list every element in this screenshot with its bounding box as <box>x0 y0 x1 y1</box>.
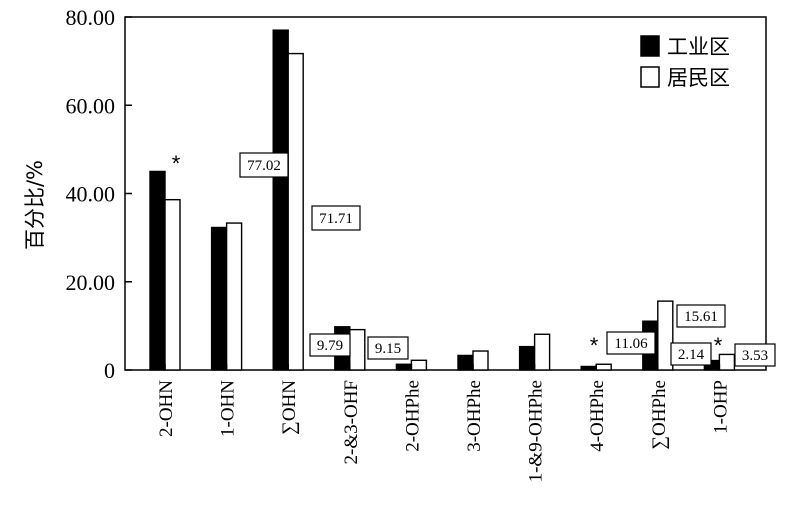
x-axis-labels: 2-OHN 1-OHN ∑OHN 2-&3-OHF 2-OHPhe 3-OHPhe 1-&9… <box>156 364 731 482</box>
bar-industrial-4 <box>395 363 413 371</box>
bars <box>149 29 736 371</box>
legend-swatch-industrial <box>640 35 660 57</box>
bar-residential-7 <box>595 363 612 371</box>
x-category-label: ∑OHN <box>279 380 300 435</box>
y-axis-ticks: 0 20.00 40.00 60.00 80.00 <box>66 5 132 383</box>
legend-label-industrial: 工业区 <box>667 35 730 59</box>
data-label: 71.71 <box>319 211 353 227</box>
y-tick-label: 40.00 <box>66 182 116 207</box>
bar-residential-1 <box>225 222 243 371</box>
data-label-box <box>676 304 726 328</box>
y-axis-label: 百分比/% <box>23 160 47 250</box>
x-category-label: 2-&3-OHF <box>341 380 362 464</box>
data-label: 11.06 <box>614 336 648 352</box>
bar-industrial-7 <box>580 365 597 371</box>
data-label: 2.14 <box>678 347 705 363</box>
x-category-label: 3-OHPhe <box>464 380 485 452</box>
data-label: 9.79 <box>317 338 343 354</box>
y-tick-label: 0 <box>104 358 115 383</box>
x-category-label: 1-OHN <box>218 380 239 437</box>
bar-industrial-6 <box>518 345 536 371</box>
data-label-box <box>239 152 289 178</box>
data-labels: 77.02 71.71 9.79 9.15 11.06 15.61 2.14 3.53 <box>239 152 776 367</box>
bar-residential-5 <box>472 350 489 371</box>
bar-industrial-5 <box>457 354 474 371</box>
data-label-box <box>311 205 361 231</box>
data-label: 9.15 <box>375 341 401 357</box>
y-tick-label: 20.00 <box>66 270 116 295</box>
y-tick-label: 60.00 <box>66 93 116 118</box>
x-category-label: 2-OHPhe <box>402 380 423 452</box>
bar-residential-3 <box>349 328 366 371</box>
data-label-box <box>670 342 712 366</box>
data-label: 3.53 <box>742 348 768 364</box>
significance-star: * <box>590 333 599 358</box>
x-category-label: 2-OHN <box>156 380 177 437</box>
significance-markers: * * * <box>172 151 723 358</box>
data-label: 77.02 <box>247 158 281 174</box>
legend-swatch-residential <box>640 66 660 88</box>
x-category-label: ∑OHPhe <box>649 380 670 450</box>
data-label: 15.61 <box>684 309 718 325</box>
bar-residential-2 <box>287 52 304 371</box>
data-label-box <box>734 343 776 367</box>
data-label-box <box>606 331 656 355</box>
significance-star: * <box>714 333 723 358</box>
x-category-label: 1-OHP <box>710 380 731 434</box>
bar-industrial-0 <box>149 170 166 371</box>
data-label-box <box>309 333 351 357</box>
bar-industrial-1 <box>210 226 228 371</box>
bar-residential-4 <box>410 359 428 371</box>
legend-label-residential: 居民区 <box>667 66 730 90</box>
bar-residential-6 <box>533 333 551 371</box>
significance-star: * <box>172 151 181 176</box>
x-category-label: 4-OHPhe <box>587 380 608 452</box>
x-category-label: 1-&9-OHPhe <box>526 380 547 482</box>
bar-industrial-2 <box>272 29 289 371</box>
data-label-box <box>367 336 409 360</box>
y-tick-label: 80.00 <box>66 5 116 30</box>
callout-pointer <box>279 175 284 187</box>
bar-residential-0 <box>164 198 181 371</box>
bar-residential-8 <box>657 300 674 371</box>
